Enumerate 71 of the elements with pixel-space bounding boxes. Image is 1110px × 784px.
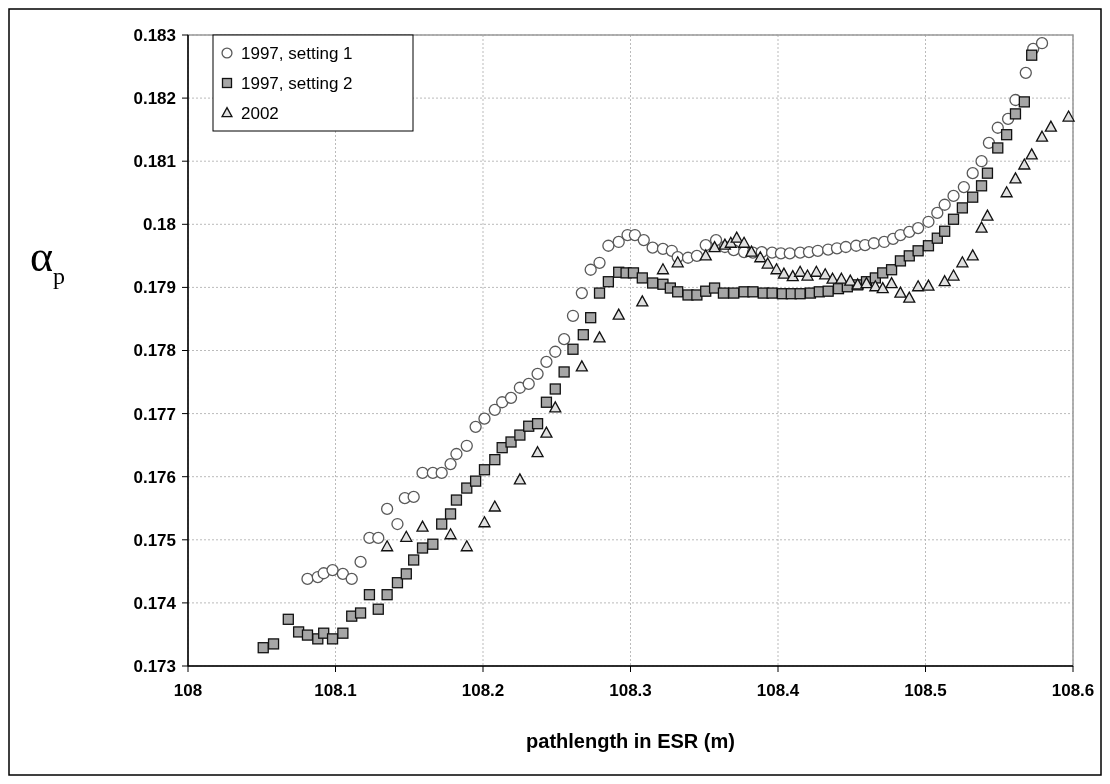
- point: [593, 331, 606, 343]
- point: [416, 520, 429, 532]
- legend-label: 1997, setting 1: [241, 43, 353, 63]
- point: [513, 473, 527, 485]
- legend-label: 2002: [241, 103, 279, 123]
- point: [671, 256, 684, 268]
- point: [975, 221, 988, 233]
- point: [754, 251, 767, 263]
- y-tick-label: 0.179: [133, 278, 176, 298]
- point: [770, 263, 783, 275]
- point: [947, 269, 960, 281]
- point: [1000, 186, 1013, 198]
- x-tick-label: 108: [173, 681, 203, 700]
- point: [540, 426, 553, 438]
- point: [903, 291, 916, 303]
- y-tick-label: 0.178: [133, 341, 176, 361]
- point: [835, 272, 848, 284]
- point: [1025, 148, 1038, 160]
- legend-label: 1997, setting 2: [241, 73, 353, 93]
- point: [761, 257, 774, 269]
- y-tick-label: 0.176: [133, 467, 176, 487]
- point: [612, 308, 625, 320]
- y-tick-label: 0.177: [133, 404, 176, 424]
- x-tick-label: 108.5: [904, 681, 947, 700]
- point: [922, 279, 935, 291]
- x-tick-label: 108.4: [756, 681, 800, 700]
- point: [531, 446, 544, 458]
- y-axis-title: α$_{p}$: [30, 231, 66, 289]
- point: [460, 540, 473, 552]
- x-tick-label: 108.3: [609, 681, 652, 700]
- point: [1009, 172, 1022, 184]
- point: [894, 286, 907, 298]
- point: [400, 530, 413, 542]
- point: [549, 401, 562, 413]
- x-axis-title: pathlength in ESR (m): [526, 730, 735, 752]
- point: [911, 280, 925, 292]
- point: [488, 500, 501, 512]
- x-tick-label: 108.6: [1051, 681, 1095, 700]
- point: [380, 540, 394, 552]
- point: [737, 236, 751, 248]
- point: [656, 263, 670, 275]
- point: [1035, 130, 1049, 142]
- point: [1044, 120, 1058, 132]
- point: [793, 265, 807, 277]
- y-tick-label: 0.173: [133, 656, 176, 676]
- point: [575, 360, 588, 372]
- point: [956, 256, 969, 268]
- point: [966, 249, 979, 261]
- y-tick-label: 0.175: [133, 530, 176, 550]
- point: [981, 209, 994, 221]
- x-tick-label: 108.2: [461, 681, 505, 700]
- point: [938, 275, 951, 287]
- point: [876, 282, 889, 294]
- point: [478, 516, 491, 528]
- point: [1062, 110, 1075, 122]
- x-tick-label: 108.1: [314, 681, 357, 700]
- y-tick-label: 0.181: [133, 152, 176, 172]
- point: [730, 231, 743, 243]
- point: [708, 241, 721, 253]
- point: [1018, 158, 1031, 170]
- y-tick-label: 0.182: [133, 89, 176, 109]
- y-tick-label: 0.174: [133, 593, 177, 613]
- point: [885, 276, 898, 289]
- point: [810, 265, 823, 277]
- y-tick-label: 0.18: [142, 215, 176, 235]
- point: [444, 528, 457, 540]
- point: [801, 269, 814, 281]
- point: [636, 295, 649, 307]
- point: [777, 267, 791, 279]
- y-tick-label: 0.183: [133, 25, 176, 45]
- point: [699, 249, 712, 261]
